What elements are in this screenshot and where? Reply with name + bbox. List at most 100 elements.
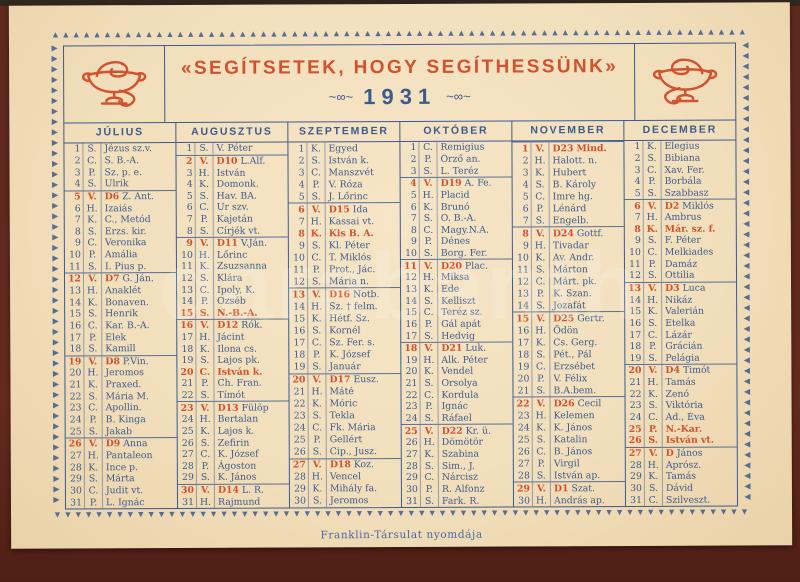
calendar-day-row: 23 V. D13 Fülöp — [177, 400, 289, 414]
weekday-letter: V. — [419, 260, 438, 272]
day-number: 7 — [624, 211, 644, 224]
day-number: 20 — [401, 366, 421, 378]
weekday-letter: C. — [84, 319, 103, 332]
day-name: D13 Fülöp — [217, 402, 269, 414]
day-number: 21 — [401, 377, 421, 390]
sunday-count-label: D — [665, 447, 674, 459]
weekday-letter: K. — [196, 343, 215, 355]
day-number: 23 — [65, 402, 85, 415]
day-number: 9 — [64, 237, 84, 250]
day-number: 10 — [512, 251, 532, 264]
weekday-letter: S. — [644, 399, 663, 412]
day-number: 29 — [513, 482, 533, 495]
weekday-letter: S. — [643, 152, 662, 165]
day-name: Márt. pk. — [553, 275, 597, 287]
day-number: 4 — [400, 177, 420, 190]
calendar-day-row: 21 H. Máté — [289, 385, 400, 399]
calendar-day-row: 12 S. Ottilia — [624, 269, 736, 282]
day-name: D25 Gertr. — [553, 312, 605, 324]
calendar-day-row: 21 S. B.A.bem. — [513, 384, 624, 397]
calendar-day-row: 21 H. Tamás — [625, 376, 736, 389]
calendar-day-row: 29 C. Nárcisz — [401, 471, 513, 484]
calendar-day-row: 11 S. I. Pius p. — [64, 260, 176, 273]
sunday-count-label: D7 — [104, 273, 120, 285]
weekday-letter: H. — [308, 300, 327, 313]
day-number: 22 — [65, 390, 85, 403]
day-number: 22 — [401, 389, 421, 402]
sunday-count-label: D19 — [440, 177, 462, 190]
weekday-letter: P. — [420, 400, 439, 413]
day-number: 23 — [513, 409, 533, 422]
day-number: 19 — [177, 354, 197, 367]
calendar-day-row: 4 S. B. Károly — [512, 178, 624, 191]
day-number: 6 — [512, 202, 532, 215]
sunday-count-label: D4 — [665, 365, 680, 377]
weekday-letter: S. — [532, 348, 551, 361]
day-name: Ágoston — [217, 460, 257, 472]
calendar-day-row: 27 H. Pantaleon — [65, 449, 177, 462]
weekday-letter: K. — [196, 425, 215, 438]
day-name: O. B.-A. — [440, 212, 477, 224]
month-column: OKTÓBER 1 C. Remigius 2 P. Őrző an. 3 S. L. Teréz… — [399, 121, 514, 507]
calendar-day-row: 11 V. D20 Plac. — [400, 258, 512, 273]
imprint-text: Franklin-Társulat nyomdája — [320, 528, 483, 542]
day-name: Brunó — [440, 201, 470, 213]
weekday-letter: C. — [84, 484, 103, 497]
month-name: OKTÓBER — [400, 121, 512, 142]
day-name: Kassai vt. — [328, 215, 375, 228]
weekday-letter: H. — [195, 167, 214, 179]
sunday-count-label: D11 — [216, 237, 238, 249]
weekday-letter: C. — [644, 411, 663, 424]
weekday-letter: S. — [84, 425, 103, 438]
day-number: 17 — [401, 330, 421, 342]
calendar-day-row: 28 S. István ap. — [513, 469, 625, 482]
day-number: 1 — [512, 142, 532, 155]
day-number: 24 — [65, 414, 85, 426]
day-number: 3 — [288, 166, 308, 179]
weekday-letter: P. — [643, 258, 662, 270]
day-name: Kl. Péter — [328, 239, 370, 252]
calendar-day-row: 4 S. Ulrik — [64, 178, 176, 191]
weekday-letter: S. — [420, 295, 439, 307]
day-number: 24 — [625, 411, 645, 424]
day-name: Máté — [329, 386, 354, 398]
calendar-day-row: 5 S. J. Lőrinc — [288, 190, 400, 203]
calendar-year: 1931 — [363, 83, 437, 109]
weekday-letter: K. — [84, 461, 103, 474]
calendar-day-row: 25 S. Katalin — [513, 433, 625, 446]
weekday-letter: K. — [420, 366, 439, 378]
weekday-letter: H. — [420, 436, 439, 449]
day-name: Sz. † felm. — [329, 301, 378, 313]
calendar-day-row: 15 S. Henrik — [65, 308, 176, 321]
weekday-letter: S. — [644, 317, 663, 330]
calendar-day-row: 29 S. Márta — [65, 473, 177, 486]
weekday-letter: S. — [644, 352, 663, 365]
calendar-day-row: 9 V. D11 V.Ján. — [176, 236, 288, 250]
day-number: 2 — [400, 153, 420, 166]
calendar-day-row: 26 H. Dömötör — [401, 436, 513, 449]
calendar-day-row: 18 V. D21 Luk. — [401, 341, 513, 355]
calendar-day-row: 15 K. Hétf. Sz. — [289, 312, 400, 325]
day-name: Jácint — [217, 331, 245, 343]
calendar-day-row: 17 C. Sz. Fer. s. — [289, 336, 400, 350]
day-number: 7 — [64, 214, 84, 226]
day-number: 5 — [176, 190, 196, 203]
day-name: B. János — [553, 445, 593, 457]
day-number: 25 — [513, 433, 533, 446]
day-number: 21 — [177, 378, 197, 390]
day-number: 3 — [512, 166, 532, 179]
day-number: 10 — [176, 249, 196, 262]
weekday-letter: S. — [84, 343, 103, 355]
day-name: Erzs. kir. — [104, 225, 147, 238]
day-number: 29 — [401, 471, 421, 484]
calendar-day-row: 16 S. Kornél — [289, 324, 400, 337]
calendar-day-row: 16 C. Kar. B.-A. — [65, 319, 176, 332]
day-name: Gál apát — [441, 318, 481, 330]
day-name: K. János — [553, 421, 593, 433]
day-name: B. Kinga — [105, 414, 146, 426]
calendar-day-row: 22 K. Móric — [289, 397, 401, 411]
weekday-letter: S. — [532, 469, 551, 482]
weekday-letter: H. — [84, 284, 103, 297]
day-name: Bertalan — [217, 413, 259, 426]
weekday-letter: S. — [420, 412, 439, 425]
